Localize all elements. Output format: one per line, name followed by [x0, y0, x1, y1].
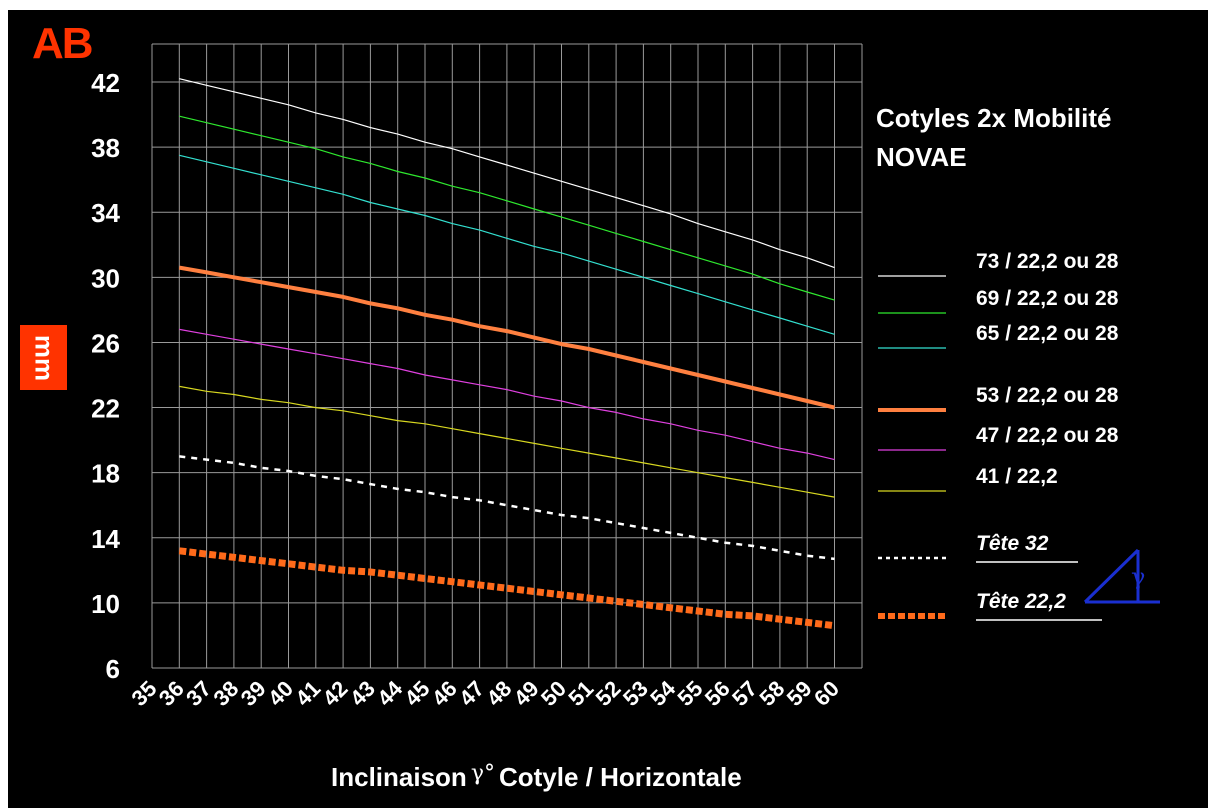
legend-label: 41 / 22,2	[976, 465, 1058, 488]
corner-label: AB	[32, 19, 94, 68]
x-axis-title-suffix: Cotyle / Horizontale	[498, 762, 742, 792]
series-line	[179, 455, 835, 561]
series-line	[179, 385, 835, 498]
unit-label-box: mm	[20, 325, 67, 390]
chart-title-line-1: Cotyles 2x Mobilité	[876, 103, 1112, 133]
x-axis-title: Inclinaison γ° Cotyle / Horizontale	[331, 761, 742, 793]
legend-label: 53 / 22,2 ou 28	[976, 384, 1119, 407]
x-tick-label: 60	[809, 676, 844, 711]
x-axis-title-prefix: Inclinaison	[331, 762, 467, 792]
y-tick-label: 26	[91, 328, 120, 358]
legend-label: 69 / 22,2 ou 28	[976, 287, 1119, 310]
legend-label: 65 / 22,2 ou 28	[976, 322, 1119, 345]
y-tick-label: 18	[91, 459, 120, 489]
gamma-icon: γ	[1131, 563, 1145, 591]
y-tick-label: 22	[91, 394, 120, 424]
series-line	[179, 115, 835, 301]
unit-label: mm	[29, 334, 59, 381]
series-line	[178, 265, 835, 410]
legend-label: Tête 32	[976, 532, 1049, 555]
y-tick-label: 42	[91, 68, 120, 98]
legend-label: 47 / 22,2 ou 28	[976, 424, 1119, 447]
angle-hypotenuse	[1083, 548, 1140, 604]
chart-background	[8, 10, 1208, 808]
series-line	[179, 78, 835, 269]
series-line	[179, 328, 835, 461]
chart-title-line-2: NOVAE	[876, 142, 967, 172]
y-tick-label: 30	[91, 263, 120, 293]
series-line	[179, 154, 835, 335]
legend-label: 73 / 22,2 ou 28	[976, 250, 1119, 273]
y-tick-label: 10	[91, 589, 120, 619]
y-tick-label: 34	[91, 198, 120, 228]
y-tick-label: 6	[106, 654, 120, 684]
y-tick-label: 38	[91, 133, 120, 163]
y-tick-label: 14	[91, 524, 120, 554]
gamma-icon: γ°	[470, 761, 495, 786]
legend-label: Tête 22,2	[976, 590, 1066, 613]
